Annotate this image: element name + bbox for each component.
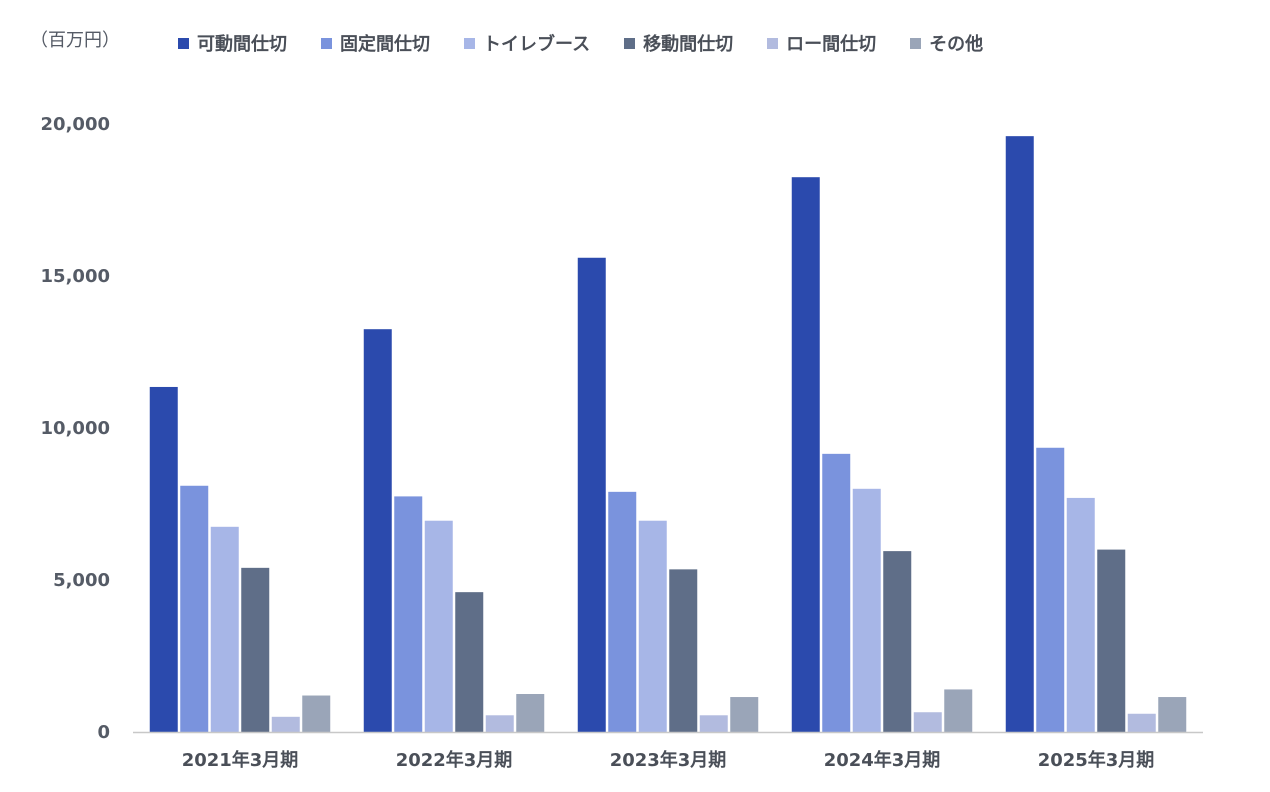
bar-1-1 [394, 496, 423, 732]
y-tick-label: 15,000 [41, 266, 110, 287]
bar-0-1 [363, 329, 392, 732]
bar-1-0 [180, 485, 209, 732]
bar-2-2 [638, 520, 667, 732]
legend-swatch-2 [464, 37, 475, 49]
bar-4-4 [1127, 713, 1156, 732]
bar-5-3 [944, 689, 973, 732]
bar-0-2 [577, 257, 606, 732]
bar-2-1 [424, 520, 453, 732]
bar-1-4 [1036, 447, 1065, 732]
x-tick-label: 2021年3月期 [182, 749, 299, 771]
x-tick-label: 2024年3月期 [824, 749, 941, 771]
bar-1-3 [822, 453, 851, 732]
legend-item-4: ロー間仕切 [767, 30, 876, 56]
x-tick-label: 2022年3月期 [396, 749, 513, 771]
x-tick-label: 2025年3月期 [1038, 749, 1155, 771]
legend-swatch-5 [910, 37, 922, 49]
y-tick-label: 0 [97, 722, 110, 743]
bar-3-1 [455, 592, 484, 732]
bar-3-2 [669, 569, 698, 732]
legend-swatch-4 [767, 37, 779, 49]
legend-swatch-1 [321, 37, 332, 49]
legend-label-2: トイレブース [483, 34, 591, 55]
bar-2-0 [210, 526, 239, 732]
unit-label: （百万円） [30, 30, 120, 51]
bar-3-0 [241, 567, 270, 732]
y-tick-label: 20,000 [41, 114, 110, 135]
legend-item-0: 可動間仕切 [178, 30, 287, 56]
legend-swatch-0 [178, 37, 189, 49]
bar-2-3 [852, 488, 881, 732]
legend: 可動間仕切 固定間仕切 トイレブース 移動間仕切 ロー間仕切 その他 [178, 30, 1017, 56]
legend-label-5: その他 [929, 34, 984, 55]
legend-label-1: 固定間仕切 [340, 34, 430, 55]
legend-item-3: 移動間仕切 [624, 30, 733, 56]
legend-label-4: ロー間仕切 [786, 34, 877, 55]
x-tick-label: 2023年3月期 [610, 749, 727, 771]
bar-5-2 [730, 697, 759, 732]
bar-4-0 [271, 716, 300, 732]
bar-1-2 [608, 491, 637, 732]
legend-item-2: トイレブース [464, 30, 590, 56]
bar-2-4 [1066, 497, 1095, 732]
bar-0-4 [1005, 136, 1034, 732]
legend-swatch-3 [624, 37, 636, 49]
y-tick-label: 10,000 [41, 418, 110, 439]
bar-5-4 [1158, 697, 1187, 732]
bar-3-3 [883, 551, 912, 732]
bar-5-0 [302, 695, 331, 732]
bar-0-3 [791, 177, 820, 732]
legend-label-0: 可動間仕切 [197, 34, 287, 55]
legend-item-5: その他 [910, 30, 983, 56]
bar-4-2 [699, 715, 728, 732]
legend-label-3: 移動間仕切 [643, 34, 734, 55]
bar-4-1 [485, 715, 514, 732]
bar-4-3 [913, 712, 942, 732]
y-tick-label: 5,000 [53, 570, 110, 591]
bar-0-0 [149, 386, 178, 732]
legend-item-1: 固定間仕切 [321, 30, 430, 56]
bar-5-1 [516, 694, 545, 732]
bar-3-4 [1097, 549, 1126, 732]
